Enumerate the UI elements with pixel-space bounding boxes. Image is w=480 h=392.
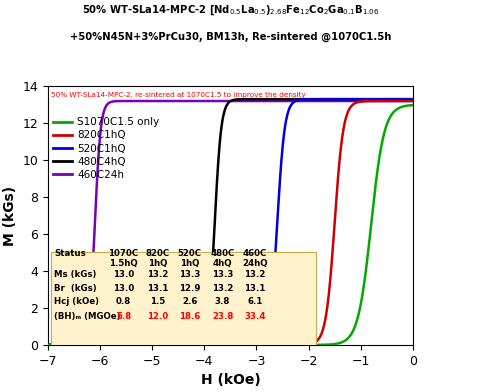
Text: 820C: 820C xyxy=(145,249,169,258)
520C1hQ xyxy=(407,97,413,102)
520C1hQ xyxy=(410,97,416,102)
S1070C1.5 only xyxy=(257,343,263,347)
480C4hQ xyxy=(410,97,416,102)
S1070C1.5 only xyxy=(266,343,272,347)
Text: 6.1: 6.1 xyxy=(247,297,263,306)
Text: Hcj (kOe): Hcj (kOe) xyxy=(54,297,99,306)
460C24h xyxy=(410,99,416,103)
460C24h xyxy=(199,99,204,103)
820C1hQ xyxy=(410,99,416,103)
820C1hQ xyxy=(45,343,51,347)
480C4hQ xyxy=(332,97,337,102)
Text: 3.8: 3.8 xyxy=(215,297,230,306)
Text: 1hQ: 1hQ xyxy=(148,259,167,268)
520C1hQ xyxy=(322,97,327,102)
520C1hQ xyxy=(45,343,51,347)
480C4hQ xyxy=(360,97,365,102)
Text: 33.4: 33.4 xyxy=(244,312,265,321)
Line: 460C24h: 460C24h xyxy=(48,101,413,345)
460C24h xyxy=(322,99,328,103)
Text: 1.5hQ: 1.5hQ xyxy=(109,259,138,268)
480C4hQ xyxy=(45,343,51,347)
Text: 1.5: 1.5 xyxy=(150,297,165,306)
Text: 13.2: 13.2 xyxy=(147,270,168,279)
Text: 13.2: 13.2 xyxy=(212,284,233,293)
Text: 13.3: 13.3 xyxy=(212,270,233,279)
Text: Status: Status xyxy=(54,249,86,258)
FancyBboxPatch shape xyxy=(50,252,316,345)
Text: 13.0: 13.0 xyxy=(113,270,134,279)
Line: S1070C1.5 only: S1070C1.5 only xyxy=(48,105,413,345)
520C1hQ xyxy=(257,340,263,345)
Line: 820C1hQ: 820C1hQ xyxy=(48,101,413,345)
460C24h xyxy=(278,99,284,103)
Text: 24hQ: 24hQ xyxy=(242,259,268,268)
820C1hQ xyxy=(277,343,283,347)
Text: +50%N45N+3%PrCu30, BM13h, Re-sintered @1070C1.5h: +50%N45N+3%PrCu30, BM13h, Re-sintered @1… xyxy=(70,31,391,42)
460C24h xyxy=(257,99,263,103)
820C1hQ xyxy=(322,320,327,325)
Line: 480C4hQ: 480C4hQ xyxy=(48,99,413,345)
Text: 1070C: 1070C xyxy=(108,249,139,258)
480C4hQ xyxy=(322,97,327,102)
S1070C1.5 only xyxy=(277,343,283,347)
460C24h xyxy=(267,99,273,103)
S1070C1.5 only xyxy=(68,343,73,347)
Text: 13.1: 13.1 xyxy=(147,284,168,293)
820C1hQ xyxy=(359,99,365,104)
520C1hQ xyxy=(277,171,283,176)
520C1hQ xyxy=(266,316,272,321)
480C4hQ xyxy=(277,97,283,102)
Text: Br  (kGs): Br (kGs) xyxy=(54,284,97,293)
Y-axis label: M (kGs): M (kGs) xyxy=(3,185,17,246)
Legend: S1070C1.5 only, 820C1hQ, 520C1hQ, 480C4hQ, 460C24h: S1070C1.5 only, 820C1hQ, 520C1hQ, 480C4h… xyxy=(53,117,159,180)
Text: 460C: 460C xyxy=(243,249,267,258)
820C1hQ xyxy=(257,343,263,347)
Text: 13.3: 13.3 xyxy=(179,270,201,279)
Text: 13.2: 13.2 xyxy=(244,270,265,279)
S1070C1.5 only xyxy=(410,103,416,107)
Text: 13.0: 13.0 xyxy=(113,284,134,293)
460C24h xyxy=(360,99,365,103)
Text: 13.1: 13.1 xyxy=(244,284,265,293)
Text: 23.8: 23.8 xyxy=(212,312,233,321)
460C24h xyxy=(68,343,73,347)
820C1hQ xyxy=(266,343,272,347)
S1070C1.5 only xyxy=(359,294,365,299)
Line: 520C1hQ: 520C1hQ xyxy=(48,99,413,345)
Text: 1hQ: 1hQ xyxy=(180,259,199,268)
480C4hQ xyxy=(68,343,73,347)
Text: 50% WT-SLa14-MPC-2, re-sintered at 1070C1.5 to improve the density: 50% WT-SLa14-MPC-2, re-sintered at 1070C… xyxy=(50,92,305,98)
Text: 18.6: 18.6 xyxy=(179,312,201,321)
820C1hQ xyxy=(68,343,73,347)
Text: 480C: 480C xyxy=(210,249,235,258)
480C4hQ xyxy=(266,97,272,102)
520C1hQ xyxy=(359,97,365,102)
Text: 4hQ: 4hQ xyxy=(213,259,232,268)
Text: 50% WT-SLa14-MPC-2 [Nd$_{0.5}$La$_{0.5}$)$_{2.68}$Fe$_{12}$Co$_2$Ga$_{0.1}$B$_{1: 50% WT-SLa14-MPC-2 [Nd$_{0.5}$La$_{0.5}$… xyxy=(82,4,379,18)
Text: 2.6: 2.6 xyxy=(182,297,197,306)
S1070C1.5 only xyxy=(45,343,51,347)
Text: 0.8: 0.8 xyxy=(116,297,131,306)
520C1hQ xyxy=(68,343,73,347)
Text: 520C: 520C xyxy=(178,249,202,258)
S1070C1.5 only xyxy=(322,343,327,347)
Text: (BH)ₘ (MGOe): (BH)ₘ (MGOe) xyxy=(54,312,121,321)
X-axis label: H (kOe): H (kOe) xyxy=(201,373,260,387)
Text: 5.8: 5.8 xyxy=(116,312,131,321)
Text: 12.0: 12.0 xyxy=(147,312,168,321)
Text: 12.9: 12.9 xyxy=(179,284,201,293)
480C4hQ xyxy=(257,97,263,102)
Text: Ms (kGs): Ms (kGs) xyxy=(54,270,96,279)
460C24h xyxy=(45,343,51,347)
